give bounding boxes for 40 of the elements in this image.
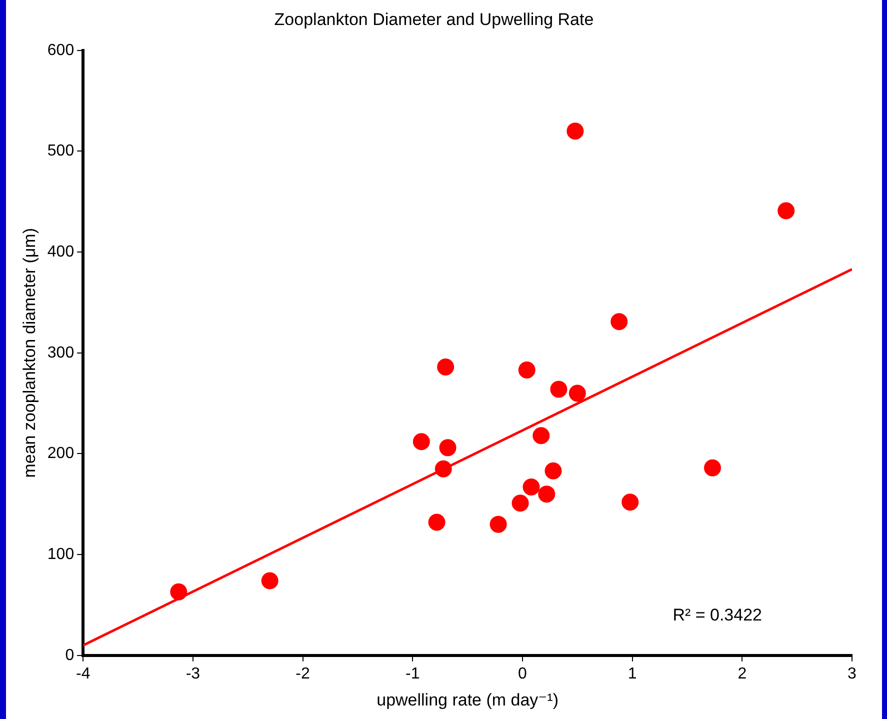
y-tick-label: 300	[47, 344, 74, 362]
y-axis-title: mean zooplankton diameter (μm)	[20, 228, 39, 478]
point	[778, 202, 795, 220]
point	[518, 362, 536, 379]
x-tick-label: -1	[406, 665, 420, 682]
x-tick-label: 3	[848, 665, 857, 682]
point	[538, 486, 556, 503]
point	[566, 122, 584, 140]
point	[704, 459, 721, 476]
y-tick-label: 500	[47, 142, 74, 160]
x-axis-title: upwelling rate (m day⁻¹)	[376, 690, 558, 710]
point	[550, 380, 568, 398]
point	[439, 439, 456, 456]
x-tick-label: 0	[518, 665, 528, 682]
point	[522, 478, 540, 496]
y-tick-label: 100	[47, 546, 74, 563]
point	[428, 514, 446, 531]
y-tick-label: 0	[65, 646, 74, 664]
y-tick-label: 200	[47, 445, 74, 462]
point	[490, 516, 507, 533]
point	[532, 427, 550, 444]
annotation: R² = 0.3422	[672, 605, 762, 624]
point	[412, 433, 430, 450]
point	[568, 384, 586, 402]
point	[610, 313, 628, 330]
x-tick-label: -3	[186, 665, 200, 682]
point	[261, 572, 278, 590]
x-tick-label: -4	[76, 665, 90, 682]
point	[437, 358, 454, 376]
point	[170, 583, 188, 600]
y-tick-label: 400	[47, 243, 74, 260]
point	[434, 460, 452, 478]
point	[512, 494, 529, 512]
x-tick-label: -2	[296, 665, 310, 682]
x-tick-label: 1	[628, 665, 637, 682]
point	[622, 494, 639, 511]
y-tick-label: 600	[47, 42, 74, 59]
point	[544, 462, 562, 480]
chart-title: Zooplankton Diameter and Upwelling Rate	[274, 10, 594, 29]
x-tick-label: 2	[738, 665, 747, 682]
